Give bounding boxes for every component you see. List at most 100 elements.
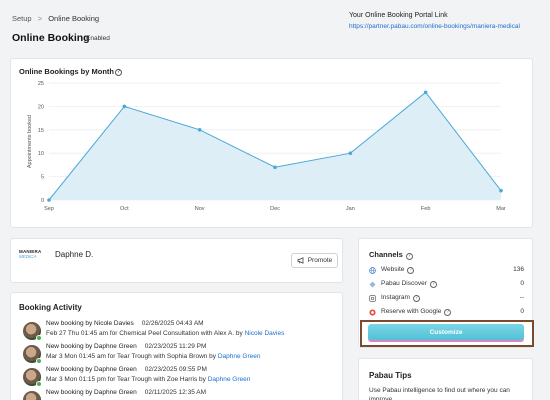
channel-value: --	[519, 294, 524, 301]
info-icon[interactable]: ?	[412, 295, 420, 302]
y-axis-label: Appointments booked	[27, 115, 33, 168]
activity-headline: New booking by Nicole Davies 02/26/2025 0…	[46, 320, 204, 327]
bookings-chart-card: 0 5 10 15 20 25 Appointments booked Sep Oct Nov De…	[10, 58, 533, 228]
avatar	[23, 322, 42, 341]
x-tick-label: Sep	[44, 206, 54, 212]
channel-label-text: Website	[381, 266, 405, 273]
channels-title: Channels?	[369, 250, 413, 260]
activity-headline: New booking by Daphne Green 02/23/2025 09…	[46, 366, 207, 373]
activity-item[interactable]: New booking by Daphne Green 02/23/2025 09…	[23, 366, 341, 388]
clinic-logo: MANIERA MEDICA	[19, 249, 41, 265]
channel-label-text: Instagram	[381, 294, 410, 301]
y-tick-label: 0	[41, 198, 44, 204]
activity-item[interactable]: New booking by Daphne Green 02/11/2025 12…	[23, 389, 341, 400]
page-header: Setup > Online Booking Online Booking En…	[0, 0, 550, 56]
customize-button[interactable]: Customize	[368, 324, 524, 340]
data-point-mar	[499, 188, 503, 193]
activity-time: 02/23/2025 09:55 PM	[144, 366, 207, 373]
activity-time: 02/26/2025 04:43 AM	[141, 320, 204, 327]
activity-client-link[interactable]: Daphne Green	[217, 353, 261, 360]
diamond-icon	[369, 281, 376, 288]
profile-card: MANIERA MEDICA Daphne D. Promote	[10, 238, 343, 283]
breadcrumb-separator: >	[37, 14, 43, 23]
activity-detail-text: Mar 3 Mon 01:45 am for Tear Trough with …	[46, 353, 218, 360]
promote-label: Promote	[307, 257, 333, 264]
activity-headline-text: New booking by Nicole Davies	[46, 320, 134, 327]
portal-link[interactable]: https://partner.pabau.com/online-booking…	[349, 23, 520, 30]
activity-detail-text: Mar 3 Mon 01:15 pm for Tear Trough with …	[46, 376, 208, 383]
breadcrumb-setup[interactable]: Setup	[12, 14, 32, 23]
online-status-icon	[36, 358, 42, 364]
customize-highlight	[360, 320, 534, 347]
channel-row-pabau-discover[interactable]: Pabau Discover? 0	[369, 280, 524, 292]
portal-link-label: Your Online Booking Portal Link	[349, 12, 448, 19]
activity-detail: Mar 3 Mon 01:45 am for Tear Trough with …	[46, 353, 261, 360]
info-icon[interactable]: ?	[429, 281, 437, 288]
breadcrumb: Setup > Online Booking	[12, 14, 99, 23]
y-tick-label: 10	[38, 151, 44, 157]
x-tick-label: Feb	[421, 206, 430, 212]
channels-title-text: Channels	[369, 250, 403, 259]
channel-row-instagram[interactable]: Instagram? --	[369, 294, 524, 306]
data-point-feb	[423, 90, 428, 95]
chart-title-text: Online Bookings by Month	[19, 67, 114, 76]
profile-name: Daphne D.	[55, 250, 94, 259]
chart-title: Online Bookings by Month?	[19, 67, 122, 76]
activity-time: 02/23/2025 11:29 PM	[144, 343, 207, 350]
channel-row-website[interactable]: Website? 136	[369, 266, 524, 278]
channel-label: Reserve with Google?	[381, 308, 452, 316]
activity-detail: Feb 27 Thu 01:45 am for Chemical Peel Co…	[46, 330, 284, 337]
activity-client-link[interactable]: Nicole Davies	[244, 330, 285, 337]
activity-title: Booking Activity	[19, 303, 82, 312]
channel-value: 0	[520, 280, 524, 287]
logo-bottom-text: MEDICA	[19, 254, 37, 259]
activity-headline: New booking by Daphne Green 02/23/2025 11…	[46, 343, 206, 350]
channel-label-text: Reserve with Google	[381, 308, 442, 315]
info-icon[interactable]: ?	[115, 69, 122, 76]
channel-label: Pabau Discover?	[381, 280, 437, 288]
online-status-icon	[36, 335, 42, 341]
channel-value: 136	[513, 266, 524, 273]
megaphone-icon	[297, 257, 304, 264]
instagram-icon	[369, 295, 376, 302]
y-tick-label: 15	[38, 128, 44, 134]
info-icon[interactable]: ?	[407, 267, 415, 274]
activity-item[interactable]: New booking by Nicole Davies 02/26/2025 0…	[23, 320, 341, 342]
tips-title: Pabau Tips	[369, 371, 412, 380]
activity-client-link[interactable]: Daphne Green	[207, 376, 251, 383]
activity-detail-text: Feb 27 Thu 01:45 am for Chemical Peel Co…	[46, 330, 245, 337]
promote-button[interactable]: Promote	[291, 253, 338, 268]
avatar	[23, 368, 42, 387]
info-icon[interactable]: ?	[444, 309, 452, 316]
x-tick-label: Mar	[496, 206, 506, 212]
activity-headline-text: New booking by Daphne Green	[46, 343, 137, 350]
booking-activity-card: Booking Activity New booking by Nicole D…	[10, 292, 343, 400]
x-tick-label: Oct	[120, 206, 129, 212]
activity-headline: New booking by Daphne Green 02/11/2025 12…	[46, 389, 206, 396]
y-tick-label: 5	[41, 175, 44, 181]
activity-item[interactable]: New booking by Daphne Green 02/23/2025 11…	[23, 343, 341, 365]
tips-text: Use Pabau intelligence to find out where…	[369, 387, 510, 400]
y-tick-label: 25	[38, 81, 44, 87]
activity-headline-text: New booking by Daphne Green	[46, 366, 137, 373]
google-icon	[369, 309, 376, 316]
y-tick-label: 20	[38, 104, 44, 110]
channel-value: 0	[520, 308, 524, 315]
channel-label-text: Pabau Discover	[381, 280, 427, 287]
channel-label: Instagram?	[381, 294, 420, 302]
data-point-jan	[348, 151, 353, 155]
x-tick-label: Jan	[346, 206, 355, 212]
pabau-tips-card: Pabau Tips Use Pabau intelligence to fin…	[358, 358, 533, 400]
page-title: Online Booking	[12, 32, 90, 44]
data-point-nov	[197, 128, 202, 132]
avatar	[23, 345, 42, 364]
activity-time: 02/11/2025 12:35 AM	[144, 389, 207, 396]
globe-icon	[369, 267, 376, 274]
info-icon[interactable]: ?	[405, 253, 413, 260]
logo-top-text: MANIERA	[19, 249, 42, 254]
data-point-dec	[273, 165, 277, 170]
x-tick-label: Dec	[270, 206, 280, 212]
channel-row-reserve-with-google[interactable]: Reserve with Google? 0	[369, 308, 524, 320]
status-badge: Enabled	[86, 35, 110, 42]
data-point-oct	[122, 104, 127, 109]
